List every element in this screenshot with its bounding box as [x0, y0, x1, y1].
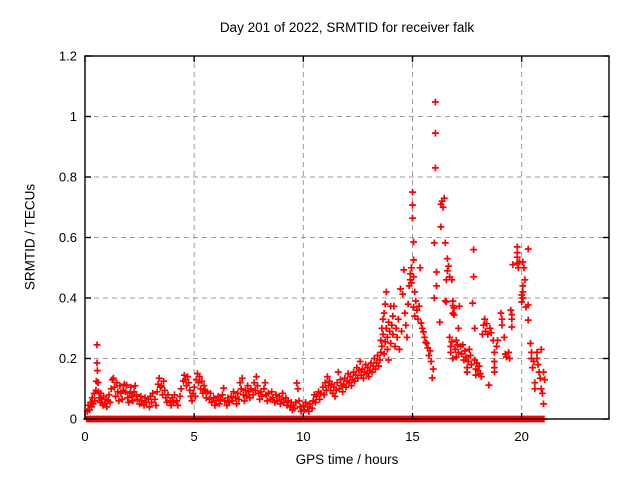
y-tick-label: 1 — [70, 109, 77, 124]
y-tick-label: 0.6 — [59, 230, 77, 245]
x-tick-label: 15 — [405, 429, 419, 444]
x-tick-label: 5 — [191, 429, 198, 444]
y-tick-label: 1.2 — [59, 49, 77, 64]
chart-title: Day 201 of 2022, SRMTID for receiver fal… — [219, 20, 475, 35]
x-axis-label: GPS time / hours — [295, 452, 399, 467]
y-tick-label: 0.2 — [59, 351, 77, 366]
x-tick-label: 20 — [514, 429, 528, 444]
x-tick-label: 10 — [296, 429, 310, 444]
scatter-points — [83, 98, 548, 415]
y-tick-label: 0.8 — [59, 170, 77, 185]
x-tick-label: 0 — [81, 429, 88, 444]
y-tick-label: 0 — [70, 412, 77, 427]
y-tick-label: 0.4 — [59, 291, 77, 306]
